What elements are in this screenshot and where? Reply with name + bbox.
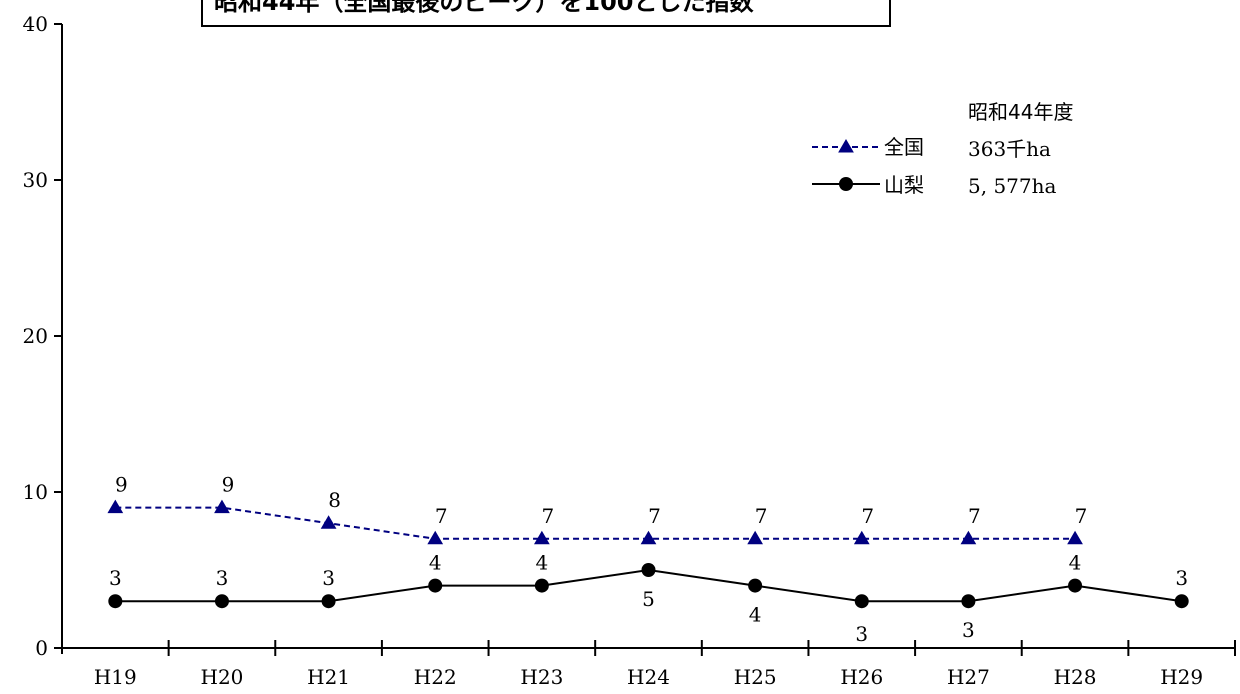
y-tick-label: 10 bbox=[23, 480, 48, 504]
series-layer: 9 9 8 7 7 7 7 7 7 7 3 3 3 4 4 5 4 3 3 4 3 bbox=[107, 473, 1189, 646]
data-label: 5 bbox=[642, 587, 655, 611]
data-label: 7 bbox=[755, 504, 768, 528]
data-point-triangle bbox=[214, 499, 230, 514]
data-label: 7 bbox=[648, 504, 661, 528]
data-point-circle bbox=[321, 594, 336, 609]
chart-title-group: 昭和44年（全国最後のピーク）を100とした指数 bbox=[201, 0, 891, 27]
annotation: 昭和44年度 363千ha 5, 577ha bbox=[968, 100, 1073, 198]
data-label: 3 bbox=[109, 566, 122, 590]
data-label: 3 bbox=[855, 622, 868, 646]
annotation-yamanashi-area: 5, 577ha bbox=[968, 174, 1056, 198]
x-tick-label: H24 bbox=[627, 665, 670, 689]
data-label: 7 bbox=[968, 504, 981, 528]
data-point-circle bbox=[1068, 578, 1083, 593]
annotation-national-area: 363千ha bbox=[968, 137, 1051, 161]
x-tick-label: H25 bbox=[734, 665, 777, 689]
data-label: 4 bbox=[1069, 551, 1082, 575]
data-point-triangle bbox=[747, 530, 764, 545]
data-point-triangle bbox=[533, 530, 550, 545]
data-point-circle bbox=[961, 594, 976, 609]
legend-marker-triangle bbox=[838, 139, 854, 153]
y-tick-label: 20 bbox=[23, 324, 48, 348]
chart-title: 昭和44年（全国最後のピーク）を100とした指数 bbox=[214, 0, 754, 16]
data-label: 7 bbox=[861, 504, 874, 528]
data-label: 3 bbox=[216, 566, 229, 590]
data-label: 9 bbox=[115, 473, 128, 497]
data-label: 7 bbox=[435, 504, 448, 528]
data-point-circle bbox=[108, 594, 123, 609]
data-point-circle bbox=[428, 578, 443, 593]
x-tick-label: H27 bbox=[947, 665, 990, 689]
chart-title-box bbox=[201, 0, 891, 27]
data-point-triangle bbox=[320, 515, 337, 529]
x-tick-label: H21 bbox=[307, 665, 350, 689]
data-label: 4 bbox=[749, 603, 762, 627]
data-point-circle bbox=[214, 594, 229, 609]
data-point-triangle bbox=[107, 499, 124, 514]
y-tick-label: 0 bbox=[35, 636, 48, 660]
data-point-circle bbox=[1174, 594, 1189, 609]
x-tick-label: H26 bbox=[840, 665, 883, 689]
data-point-triangle bbox=[427, 530, 444, 545]
data-point-circle bbox=[534, 578, 549, 593]
x-tick-label: H28 bbox=[1054, 665, 1097, 689]
x-tick-label: H19 bbox=[94, 665, 137, 689]
x-tick-label: H20 bbox=[201, 665, 244, 689]
data-label: 4 bbox=[535, 551, 548, 575]
legend-item-national: 全国 bbox=[812, 135, 924, 159]
axes: 0 10 20 30 40 H19 H20 H21 H22 H23 H24 H25 H26 H27 H28 H… bbox=[23, 12, 1236, 689]
legend-item-yamanashi: 山梨 bbox=[812, 173, 924, 197]
annotation-heading: 昭和44年度 bbox=[968, 100, 1073, 124]
legend-label-national: 全国 bbox=[884, 135, 924, 159]
legend: 全国 山梨 bbox=[812, 135, 924, 197]
data-label: 9 bbox=[222, 473, 235, 497]
legend-label-yamanashi: 山梨 bbox=[884, 173, 924, 197]
data-label: 7 bbox=[541, 504, 554, 528]
data-point-triangle bbox=[1067, 530, 1083, 545]
data-point-circle bbox=[748, 578, 763, 593]
x-tick-label: H22 bbox=[414, 665, 457, 689]
data-point-triangle bbox=[640, 530, 657, 545]
data-point-triangle bbox=[960, 530, 977, 545]
data-point-triangle bbox=[853, 530, 870, 545]
x-tick-label: H23 bbox=[520, 665, 563, 689]
y-tick-label: 30 bbox=[23, 168, 48, 192]
data-point-circle bbox=[641, 563, 656, 577]
data-label: 8 bbox=[328, 488, 341, 512]
data-label: 4 bbox=[429, 551, 442, 575]
x-tick-label: H29 bbox=[1160, 665, 1203, 689]
y-tick-label: 40 bbox=[23, 12, 48, 36]
data-label: 3 bbox=[1175, 566, 1188, 590]
data-label: 3 bbox=[322, 566, 335, 590]
series-line-national bbox=[115, 506, 1076, 540]
data-point-circle bbox=[854, 594, 869, 609]
legend-marker-circle bbox=[839, 177, 853, 191]
data-label: 7 bbox=[1075, 504, 1088, 528]
data-label: 3 bbox=[962, 618, 975, 642]
